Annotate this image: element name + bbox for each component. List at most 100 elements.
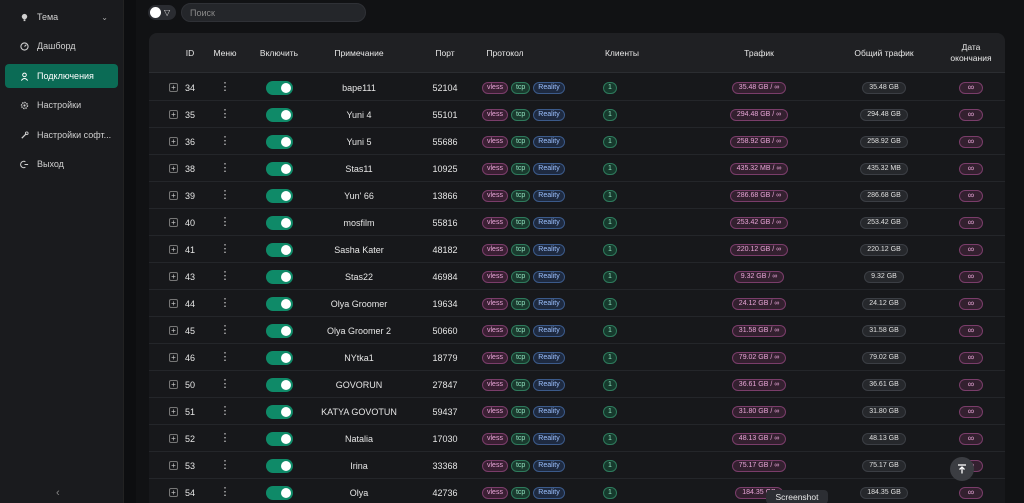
enable-switch[interactable]: [265, 134, 293, 149]
row-menu-button[interactable]: ⋮: [207, 344, 243, 371]
row-menu-button[interactable]: ⋮: [207, 209, 243, 236]
expand-row-icon[interactable]: +: [169, 83, 178, 92]
enable-switch[interactable]: [265, 215, 293, 230]
clients-badge[interactable]: 1: [603, 432, 617, 445]
header-protocol[interactable]: Протокол: [486, 47, 524, 58]
row-menu-button[interactable]: ⋮: [207, 74, 243, 101]
protocol-tag: vless: [482, 270, 508, 283]
expand-row-icon[interactable]: +: [169, 461, 178, 470]
collapse-sidebar-icon[interactable]: ‹: [56, 487, 60, 499]
header-port[interactable]: Порт: [435, 47, 455, 58]
clients-badge[interactable]: 1: [603, 216, 617, 229]
row-menu-button[interactable]: ⋮: [207, 425, 243, 452]
header-id[interactable]: ID: [185, 47, 195, 58]
enable-switch[interactable]: [265, 404, 293, 419]
row-port: 17030: [432, 433, 458, 444]
header-note[interactable]: Примечание: [334, 47, 384, 58]
row-enable-cell: [249, 452, 309, 479]
clients-badge[interactable]: 1: [603, 486, 617, 499]
row-menu-button[interactable]: ⋮: [207, 236, 243, 263]
clients-badge[interactable]: 1: [603, 405, 617, 418]
clients-badge[interactable]: 1: [603, 135, 617, 148]
expand-row-icon[interactable]: +: [169, 326, 178, 335]
clients-badge[interactable]: 1: [603, 351, 617, 364]
row-clients-cell: 1: [597, 317, 623, 344]
expand-row-icon[interactable]: +: [169, 380, 178, 389]
enable-switch[interactable]: [265, 296, 293, 311]
enable-switch[interactable]: [265, 242, 293, 257]
expand-row-icon[interactable]: +: [169, 272, 178, 281]
row-menu-button[interactable]: ⋮: [207, 452, 243, 479]
total-traffic-badge: 184.35 GB: [860, 486, 908, 499]
row-menu-button[interactable]: ⋮: [207, 263, 243, 290]
enable-switch[interactable]: [265, 323, 293, 338]
expand-row-icon[interactable]: +: [169, 137, 178, 146]
clients-badge[interactable]: 1: [603, 108, 617, 121]
sidebar-item-theme[interactable]: Тема ⌄: [5, 5, 118, 29]
total-traffic-badge: 253.42 GB: [860, 216, 908, 229]
expand-row-icon[interactable]: +: [169, 434, 178, 443]
header-expiry[interactable]: Дата окончания: [950, 42, 992, 63]
filter-toggle[interactable]: ▽: [148, 5, 176, 20]
enable-switch[interactable]: [265, 377, 293, 392]
header-total-traffic[interactable]: Общий трафик: [854, 47, 914, 58]
row-menu-button[interactable]: ⋮: [207, 371, 243, 398]
enable-switch[interactable]: [265, 350, 293, 365]
table-row: +53 ⋮ Irina 33368 vless tcp Reality 1 75.17 GB /…: [149, 452, 1005, 479]
expand-row-icon[interactable]: +: [169, 191, 178, 200]
clients-badge[interactable]: 1: [603, 297, 617, 310]
expand-row-icon[interactable]: +: [169, 488, 178, 497]
expand-row-icon[interactable]: +: [169, 218, 178, 227]
sidebar-item-connections[interactable]: Подключения: [5, 64, 118, 88]
enable-switch[interactable]: [265, 188, 293, 203]
row-menu-button[interactable]: ⋮: [207, 101, 243, 128]
clients-badge[interactable]: 1: [603, 270, 617, 283]
clients-badge[interactable]: 1: [603, 243, 617, 256]
clients-badge[interactable]: 1: [603, 81, 617, 94]
expand-row-icon[interactable]: +: [169, 110, 178, 119]
clients-badge[interactable]: 1: [603, 324, 617, 337]
expand-row-icon[interactable]: +: [169, 164, 178, 173]
row-traffic-cell: 435.32 MB / ∞: [694, 155, 824, 182]
network-tag: tcp: [510, 378, 531, 391]
expand-row-icon[interactable]: +: [169, 407, 178, 416]
clients-badge[interactable]: 1: [603, 189, 617, 202]
enable-switch[interactable]: [265, 80, 293, 95]
enable-switch[interactable]: [265, 431, 293, 446]
row-menu-button[interactable]: ⋮: [207, 479, 243, 503]
expand-row-icon[interactable]: +: [169, 353, 178, 362]
security-tag: Reality: [533, 351, 565, 364]
header-traffic[interactable]: Трафик: [744, 47, 774, 58]
row-id: 41: [184, 244, 195, 255]
sidebar-item-dashboard[interactable]: Дашборд: [5, 34, 118, 58]
row-menu-button[interactable]: ⋮: [207, 290, 243, 317]
clients-badge[interactable]: 1: [603, 459, 617, 472]
row-protocol: vless tcp Reality: [482, 398, 602, 425]
protocol-tag: vless: [482, 81, 508, 94]
security-tag: Reality: [533, 297, 565, 310]
search-input[interactable]: [181, 3, 366, 22]
enable-switch[interactable]: [265, 485, 293, 500]
clients-badge[interactable]: 1: [603, 378, 617, 391]
expand-row-icon[interactable]: +: [169, 245, 178, 254]
row-port: 50660: [432, 325, 458, 336]
row-traffic-cell: 294.48 GB / ∞: [694, 101, 824, 128]
row-menu-button[interactable]: ⋮: [207, 182, 243, 209]
sidebar-item-settings[interactable]: Настройки: [5, 93, 118, 117]
clients-badge[interactable]: 1: [603, 162, 617, 175]
sidebar-item-software-settings[interactable]: Настройки софт...: [5, 123, 118, 147]
row-menu-button[interactable]: ⋮: [207, 155, 243, 182]
row-note: Sasha Kater: [334, 244, 384, 255]
scroll-to-top-button[interactable]: [950, 457, 974, 481]
row-menu-button[interactable]: ⋮: [207, 128, 243, 155]
expand-row-icon[interactable]: +: [169, 299, 178, 308]
row-menu-button[interactable]: ⋮: [207, 317, 243, 344]
enable-switch[interactable]: [265, 161, 293, 176]
row-traffic-cell: 31.80 GB / ∞: [694, 398, 824, 425]
sidebar-item-logout[interactable]: Выход: [5, 152, 118, 176]
enable-switch[interactable]: [265, 458, 293, 473]
enable-switch[interactable]: [265, 269, 293, 284]
traffic-badge: 31.58 GB / ∞: [731, 324, 787, 337]
enable-switch[interactable]: [265, 107, 293, 122]
row-menu-button[interactable]: ⋮: [207, 398, 243, 425]
